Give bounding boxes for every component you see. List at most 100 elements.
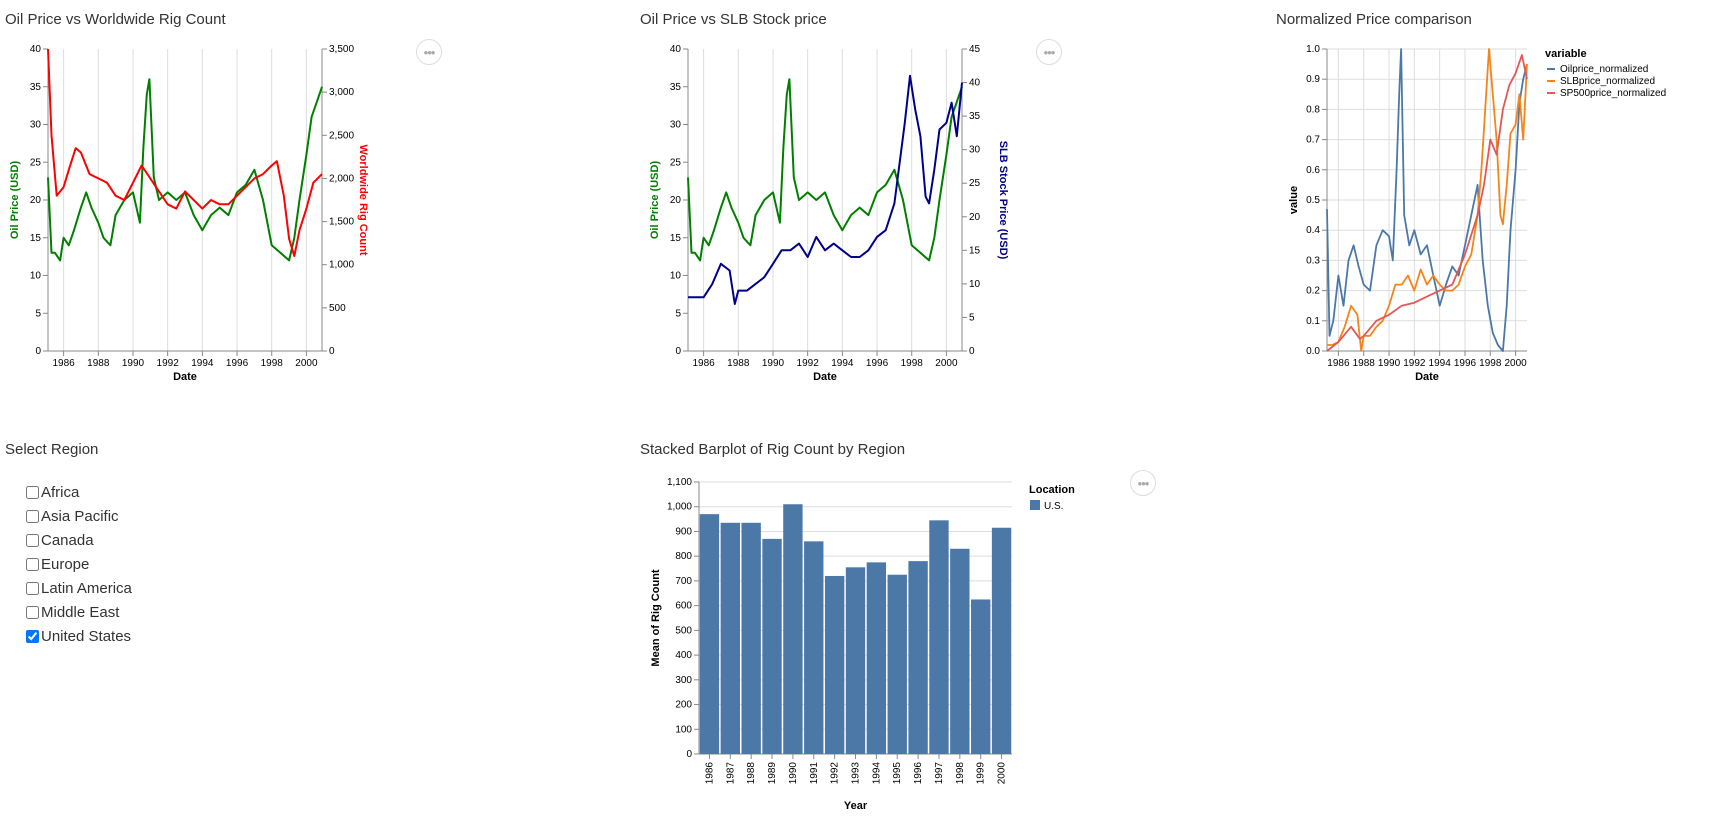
legend-title: variable <box>1545 48 1587 60</box>
x-tick-label: 1992 <box>1403 358 1426 369</box>
legend-label: SP500price_normalized <box>1560 88 1666 99</box>
x-axis-title: Year <box>844 800 868 812</box>
x-tick-label: 1995 <box>892 762 903 785</box>
bar-1995 <box>887 574 907 754</box>
y-tick-label: 0.5 <box>1306 195 1320 206</box>
x-tick-label: 1986 <box>704 762 715 785</box>
y2-tick-label: 5 <box>969 312 975 323</box>
y-tick-label: 40 <box>30 44 42 55</box>
y-tick-label: 700 <box>675 576 692 587</box>
y2-tick-label: 35 <box>969 111 981 122</box>
legend-title: Location <box>1029 484 1075 496</box>
chart2-actions-button[interactable]: ••• <box>1036 39 1062 65</box>
x-tick-label: 1986 <box>692 358 715 369</box>
legend-swatch <box>1030 500 1040 510</box>
region-item-middle-east[interactable]: Middle East <box>26 600 132 624</box>
x-tick-label: 1994 <box>1429 358 1452 369</box>
x-tick-label: 2000 <box>1504 358 1527 369</box>
x-tick-label: 1992 <box>797 358 820 369</box>
y2-tick-label: 1,500 <box>329 217 354 228</box>
y2-tick-label: 20 <box>969 212 981 223</box>
x-tick-label: 2000 <box>935 358 958 369</box>
y2-tick-label: 25 <box>969 178 981 189</box>
y-tick-label: 25 <box>30 157 42 168</box>
region-checkbox-europe[interactable] <box>26 557 39 571</box>
region-item-united-states[interactable]: United States <box>26 624 132 648</box>
x-tick-label: 1999 <box>976 762 987 785</box>
x-tick-label: 1990 <box>788 762 799 785</box>
x-tick-label: 1998 <box>261 358 284 369</box>
x-axis-title: Date <box>813 371 837 383</box>
x-tick-label: 2000 <box>295 358 318 369</box>
series-line-2 <box>1327 48 1528 352</box>
x-tick-label: 1990 <box>1378 358 1401 369</box>
legend-label: U.S. <box>1044 501 1063 512</box>
region-item-europe[interactable]: Europe <box>26 552 132 576</box>
y2-tick-label: 3,000 <box>329 87 354 98</box>
y-tick-label: 15 <box>30 233 42 244</box>
y-tick-label: 900 <box>675 526 692 537</box>
y-tick-label: 0.7 <box>1306 135 1320 146</box>
x-tick-label: 1996 <box>226 358 249 369</box>
bar-1989 <box>762 538 782 754</box>
x-tick-label: 1998 <box>901 358 924 369</box>
bar-1998 <box>950 548 970 754</box>
y-tick-label: 0.0 <box>1306 346 1320 357</box>
bar-1990 <box>783 504 803 754</box>
chart1-actions-button[interactable]: ••• <box>416 39 442 65</box>
y-tick-label: 400 <box>675 650 692 661</box>
bar-1991 <box>804 541 824 754</box>
y-tick-label: 100 <box>675 724 692 735</box>
normalized-price-chart[interactable]: 1986 1988 1990 1992 1994 1996 1998 2000 0.0 0.1 0.… <box>1276 40 1731 390</box>
x-tick-label: 1989 <box>767 762 778 785</box>
y-axis-title: value <box>1288 186 1300 214</box>
chart4-actions-button[interactable]: ••• <box>1130 470 1156 496</box>
chart2-title: Oil Price vs SLB Stock price <box>640 11 827 28</box>
region-checkbox-latin-america[interactable] <box>26 581 39 595</box>
y-tick-label: 0.4 <box>1306 225 1320 236</box>
y2-tick-label: 30 <box>969 145 981 156</box>
region-checkbox-middle-east[interactable] <box>26 605 39 619</box>
y-tick-label: 10 <box>670 271 682 282</box>
y2-tick-label: 500 <box>329 303 346 314</box>
oil-vs-slb-chart[interactable]: 1986 1988 1990 1992 1994 1996 1998 2000 0 5 10 15 20… <box>640 40 1060 390</box>
y-tick-label: 15 <box>670 233 682 244</box>
region-checkbox-asia-pacific[interactable] <box>26 509 39 523</box>
region-item-canada[interactable]: Canada <box>26 528 132 552</box>
x-tick-label: 1986 <box>1327 358 1350 369</box>
bar-2000 <box>991 527 1012 754</box>
x-tick-label: 1997 <box>934 762 945 785</box>
bar-1997 <box>929 520 949 754</box>
oil-vs-rig-chart[interactable]: 1986 1988 1990 1992 1994 1996 1998 2000 0 5 10 15 20… <box>0 40 420 390</box>
region-item-africa[interactable]: Africa <box>26 480 132 504</box>
series-line-2 <box>688 74 963 305</box>
y2-tick-label: 0 <box>969 346 975 357</box>
y-tick-label: 0 <box>686 749 692 760</box>
x-tick-label: 1993 <box>851 762 862 785</box>
x-tick-label: 1988 <box>727 358 750 369</box>
x-tick-label: 1987 <box>725 762 736 785</box>
x-tick-label: 1992 <box>830 762 841 785</box>
region-checkbox-africa[interactable] <box>26 485 39 499</box>
x-tick-label: 1992 <box>157 358 180 369</box>
bar-1992 <box>824 575 845 754</box>
y-axis-title: Mean of Rig Count <box>650 569 662 666</box>
x-tick-label: 1986 <box>52 358 75 369</box>
region-checkbox-united-states[interactable] <box>26 629 39 643</box>
region-checkbox-canada[interactable] <box>26 533 39 547</box>
x-tick-label: 1988 <box>87 358 110 369</box>
bar-1986 <box>699 514 720 754</box>
y-tick-label: 25 <box>670 157 682 168</box>
x-tick-label: 1996 <box>866 358 889 369</box>
region-item-latin-america[interactable]: Latin America <box>26 576 132 600</box>
y-tick-label: 300 <box>675 675 692 686</box>
chart1-title: Oil Price vs Worldwide Rig Count <box>5 11 226 28</box>
series-line-1 <box>47 78 323 262</box>
y-tick-label: 40 <box>670 44 682 55</box>
rig-count-barplot[interactable]: 0 100 200 300 400 500 600 700 800 900 1,000 1,100 19… <box>640 470 1140 825</box>
x-tick-label: 1998 <box>1479 358 1502 369</box>
region-item-asia-pacific[interactable]: Asia Pacific <box>26 504 132 528</box>
y-tick-label: 35 <box>670 82 682 93</box>
y2-tick-label: 1,000 <box>329 260 354 271</box>
y-tick-label: 0.2 <box>1306 286 1320 297</box>
